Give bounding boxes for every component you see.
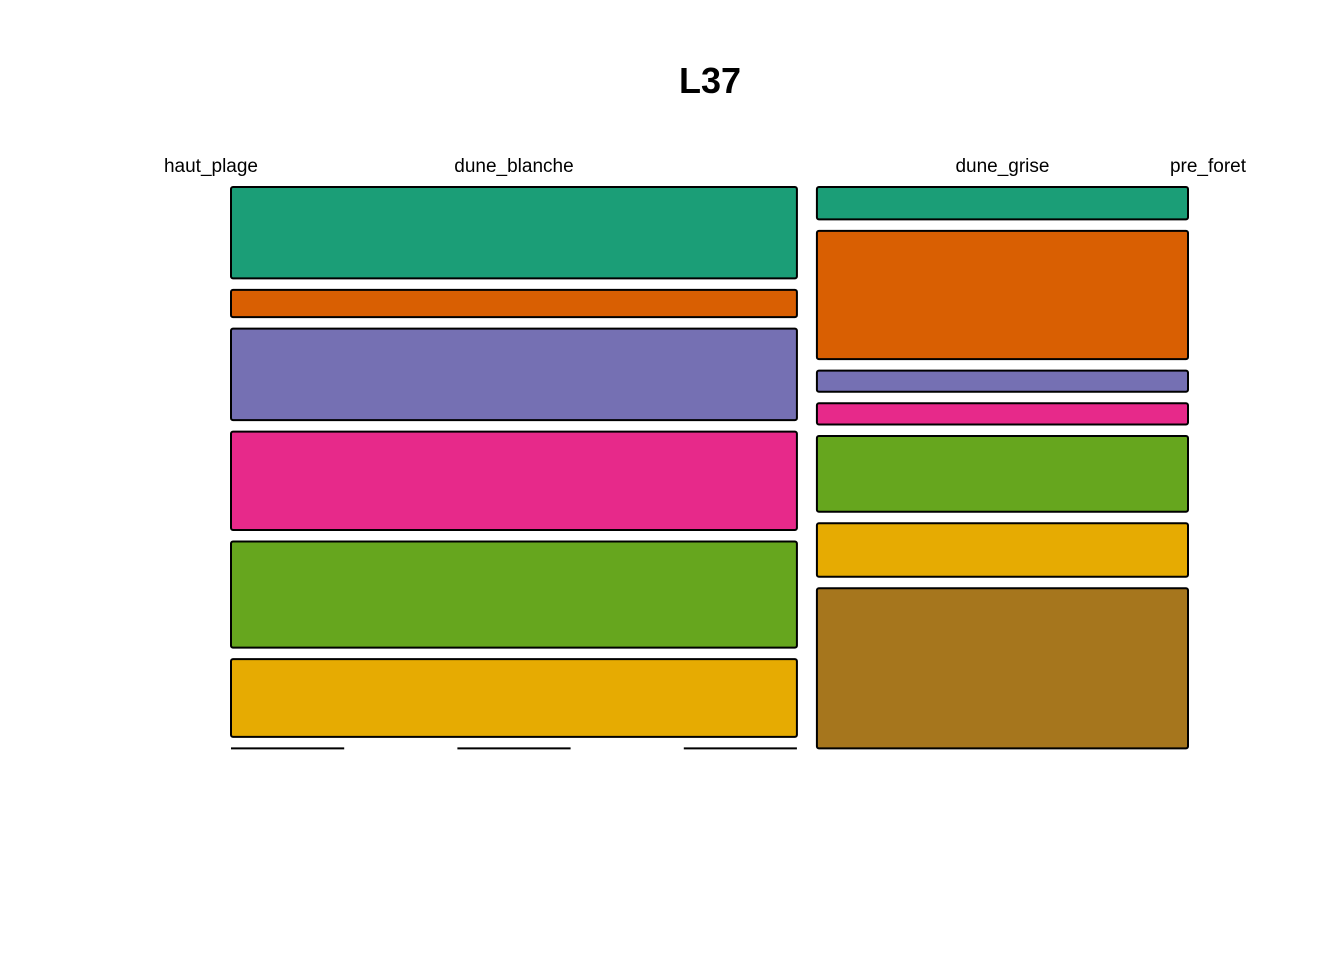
column-label-dune_grise: dune_grise xyxy=(955,156,1049,177)
column-label-dune_blanche: dune_blanche xyxy=(454,156,573,177)
column-label-pre_foret: pre_foret xyxy=(1170,156,1247,177)
cell-dune_grise-s4 xyxy=(815,402,1189,426)
chart-title: L37 xyxy=(679,60,741,101)
cell-dune_blanche-s4 xyxy=(230,430,798,532)
cell-dune_blanche-s5 xyxy=(230,540,798,649)
cell-dune_grise-s6 xyxy=(815,522,1189,578)
cell-dune_grise-s1 xyxy=(815,186,1189,221)
cell-dune_blanche-s3 xyxy=(230,327,798,422)
cell-dune_blanche-s1 xyxy=(230,186,798,280)
cell-dune_grise-s5 xyxy=(815,435,1189,513)
cell-dune_grise-s3 xyxy=(815,369,1189,393)
cell-dune_blanche-s2 xyxy=(230,288,798,319)
cell-dune_blanche-s6 xyxy=(230,658,798,738)
column-label-haut_plage: haut_plage xyxy=(164,156,258,177)
cell-dune_grise-s2 xyxy=(815,229,1189,361)
cell-dune_grise-s7 xyxy=(815,587,1189,750)
